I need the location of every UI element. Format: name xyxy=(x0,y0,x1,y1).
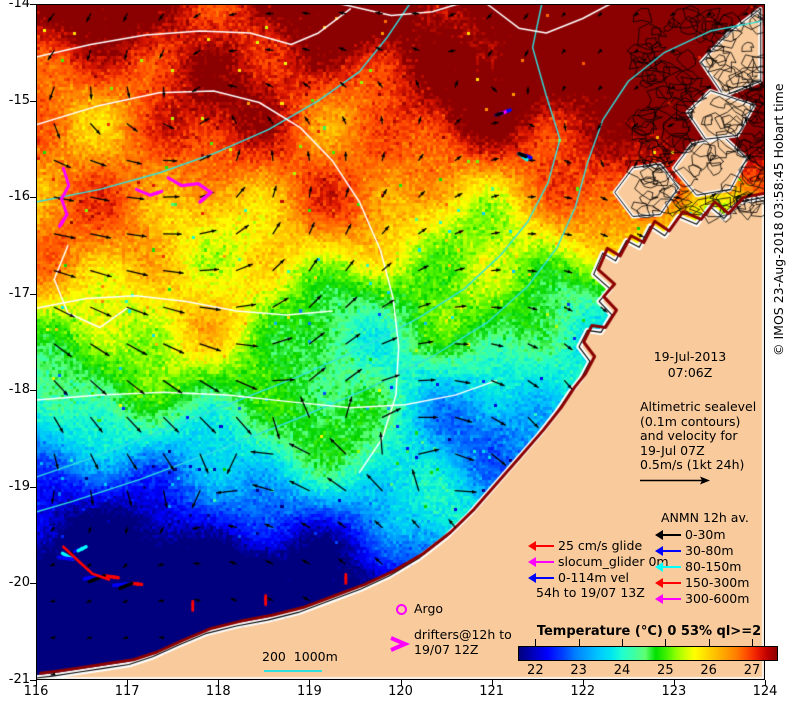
y-tick-label: -15 xyxy=(8,92,30,108)
legend-arrow-icon xyxy=(528,556,554,567)
x-tick-label: 123 xyxy=(661,684,687,699)
colorbar xyxy=(518,646,778,661)
x-tick-label: 120 xyxy=(388,684,413,699)
legend-arrow-icon xyxy=(655,561,681,572)
x-tick-mark xyxy=(765,680,766,686)
y-tick-label: -18 xyxy=(8,382,30,398)
x-tick-mark xyxy=(400,680,402,686)
altimetry-note: Altimetric sealevel (0.1m contours) and … xyxy=(640,399,757,472)
anmn-legend-label: 300-600m xyxy=(685,591,750,606)
colorbar-tick-label: 26 xyxy=(700,663,717,678)
colorbar-tick-mark xyxy=(708,639,710,646)
colorbar-title: Temperature (°C) 0 53% ql>=2 xyxy=(536,624,762,639)
anmn-legend-row: 300-600m xyxy=(655,591,749,606)
anmn-legend-label: 150-300m xyxy=(685,575,750,590)
anmn-legend-title: ANMN 12h av. xyxy=(661,510,749,525)
x-tick-label: 121 xyxy=(479,684,505,699)
x-tick-label: 124 xyxy=(752,684,778,699)
y-tick-mark xyxy=(30,583,36,585)
colorbar-tick-label: 24 xyxy=(613,663,631,678)
colorbar-tick-mark xyxy=(578,639,580,646)
legend-arrow-icon xyxy=(528,540,554,551)
glider-legend-label: 0-114m vel xyxy=(558,570,630,585)
y-tick-label: -14 xyxy=(8,0,30,11)
y-tick-label: -20 xyxy=(8,575,30,591)
legend-arrow-icon xyxy=(655,593,681,604)
y-tick-mark xyxy=(30,293,36,295)
glider-legend-row: slocum_glider 0m xyxy=(528,554,669,569)
anmn-legend-row: 150-300m xyxy=(655,575,749,590)
anmn-legend-row: 0-30m xyxy=(655,527,726,542)
scalebar-label: 200 1000m xyxy=(262,649,338,664)
colorbar-tick-mark xyxy=(622,639,623,646)
y-tick-label: -19 xyxy=(8,478,30,494)
y-tick-mark xyxy=(30,4,36,5)
colorbar-tick-label: 27 xyxy=(743,663,761,678)
y-tick-label: -21 xyxy=(8,672,30,687)
argo-marker-icon xyxy=(396,604,407,615)
x-tick-label: 119 xyxy=(296,684,322,699)
x-tick-mark xyxy=(36,680,37,686)
y-tick-mark xyxy=(30,680,36,681)
drifter-marker-icon xyxy=(390,636,411,652)
x-tick-label: 117 xyxy=(114,684,140,699)
colorbar-tick-mark xyxy=(665,639,667,646)
date-label: 19-Jul-2013 xyxy=(653,349,727,364)
x-tick-mark xyxy=(127,680,129,686)
y-tick-label: -17 xyxy=(8,285,30,301)
legend-arrow-icon xyxy=(528,572,554,583)
anmn-legend-row: 80-150m xyxy=(655,559,741,574)
legend-arrow-icon xyxy=(655,545,681,556)
copyright-label: © IMOS 23-Aug-2018 03:58:45 Hobart time xyxy=(771,83,786,356)
glider-legend-footer: 54h to 19/07 13Z xyxy=(536,585,645,600)
argo-label: Argo xyxy=(414,601,444,616)
legend-arrow-icon xyxy=(655,577,681,588)
scalebar-line xyxy=(264,670,322,672)
anmn-legend-row: 30-80m xyxy=(655,543,734,558)
drifters-label-line1: drifters@12h to xyxy=(414,627,512,642)
time-label: 07:06Z xyxy=(667,365,713,380)
map-plot-area[interactable] xyxy=(36,4,765,680)
colorbar-tick-label: 25 xyxy=(657,663,674,678)
velocity-reference-arrow xyxy=(640,476,710,485)
y-tick-mark xyxy=(30,100,36,102)
x-tick-mark xyxy=(491,680,493,686)
x-tick-label: 122 xyxy=(570,684,596,699)
y-tick-mark xyxy=(30,390,36,392)
map-overlay-canvas xyxy=(36,4,765,680)
colorbar-tick-mark xyxy=(535,639,537,646)
colorbar-tick-mark xyxy=(752,639,753,646)
x-tick-label: 116 xyxy=(23,684,49,699)
glider-legend-row: 25 cm/s glide xyxy=(528,538,642,553)
x-tick-mark xyxy=(582,680,584,686)
glider-legend-label: slocum_glider 0m xyxy=(558,554,669,569)
y-tick-label: -16 xyxy=(8,189,30,205)
colorbar-tick-label: 22 xyxy=(527,663,544,678)
x-tick-label: 118 xyxy=(205,684,231,699)
anmn-legend-label: 30-80m xyxy=(685,543,734,558)
legend-arrow-icon xyxy=(655,529,681,540)
glider-legend-label: 25 cm/s glide xyxy=(558,538,643,553)
anmn-legend-label: 80-150m xyxy=(685,559,742,574)
colorbar-tick-label: 23 xyxy=(570,663,587,678)
x-tick-mark xyxy=(309,680,311,686)
x-tick-mark xyxy=(218,680,220,686)
glider-legend-row: 0-114m vel xyxy=(528,570,629,585)
anmn-legend-label: 0-30m xyxy=(685,527,726,542)
y-tick-mark xyxy=(30,197,36,199)
drifters-label-line2: 19/07 12Z xyxy=(414,642,479,657)
x-tick-mark xyxy=(673,680,675,686)
y-tick-mark xyxy=(30,486,36,488)
